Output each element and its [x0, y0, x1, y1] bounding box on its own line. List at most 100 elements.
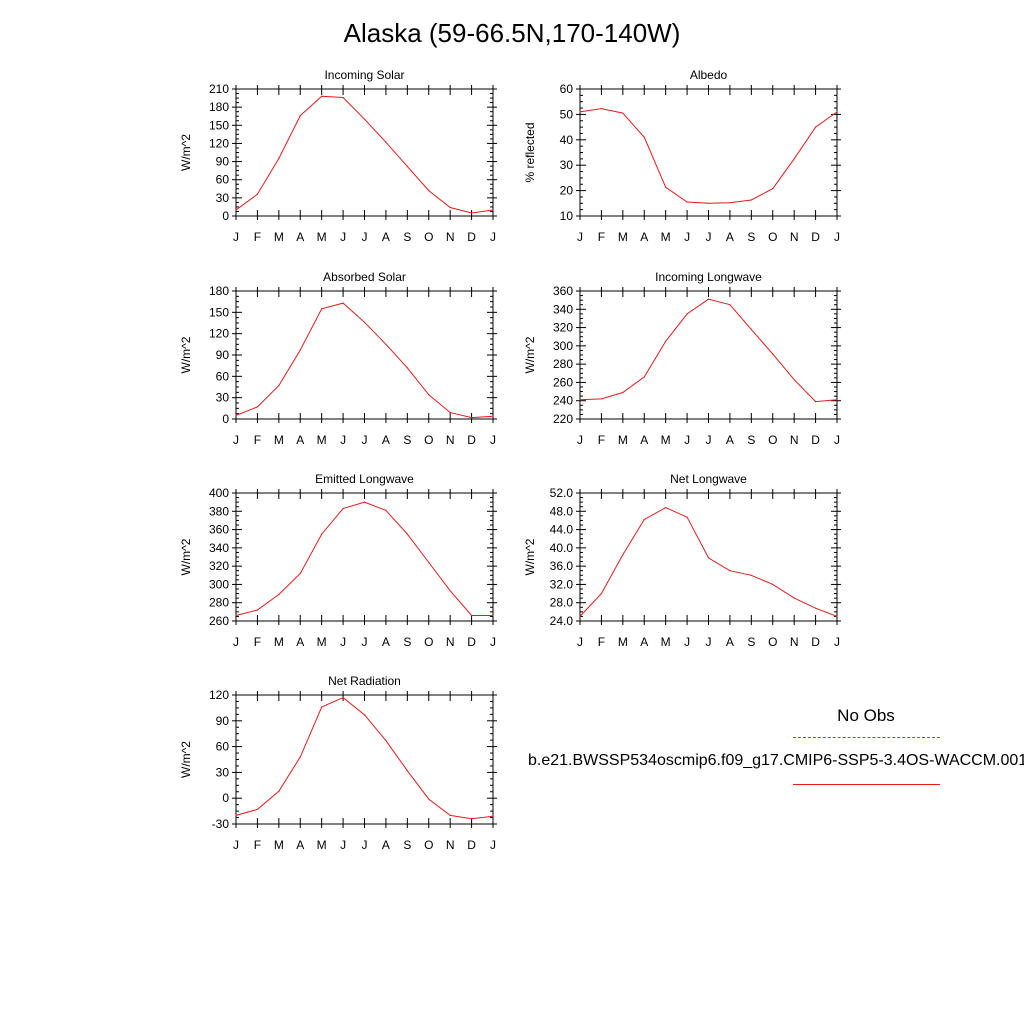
data-point: [793, 597, 795, 599]
x-tick-label: A: [296, 838, 304, 852]
x-tick-label: N: [446, 635, 455, 649]
plot-frame: [235, 88, 494, 217]
x-tick-label: J: [706, 433, 712, 447]
series-line: [235, 95, 494, 214]
x-tick-label: D: [467, 230, 476, 244]
x-tick-label: S: [403, 635, 411, 649]
x-tick-label: O: [424, 433, 433, 447]
x-tick-label: J: [834, 635, 840, 649]
x-tick-label: J: [362, 433, 368, 447]
data-point: [278, 384, 280, 387]
y-tick-label: 360: [553, 284, 573, 298]
data-point: [772, 353, 774, 355]
data-point: [385, 739, 387, 742]
data-point: [278, 790, 280, 792]
chart-title: Net Longwave: [670, 472, 747, 486]
data-point: [729, 304, 731, 306]
data-point: [707, 202, 710, 204]
y-tick-label: 0: [222, 791, 229, 805]
data-point: [406, 533, 408, 535]
y-tick-label: 60: [216, 740, 230, 754]
legend-model-line: [793, 784, 940, 785]
y-tick-label: -30: [212, 817, 230, 831]
y-tick-label: 30: [216, 765, 230, 779]
data-point: [321, 95, 323, 97]
legend-obs-line: [793, 737, 940, 738]
data-point: [814, 607, 817, 609]
y-tick-label: 90: [216, 155, 230, 169]
data-point: [622, 391, 624, 394]
y-tick-label: 48.0: [550, 504, 574, 518]
x-tick-label: O: [768, 230, 777, 244]
x-tick-label: M: [274, 635, 284, 649]
chart-panel-4: Emitted Longwave W/m^2 260 280 300 320 340 360 3…: [179, 472, 497, 649]
x-tick-label: D: [811, 635, 820, 649]
x-tick-label: J: [684, 230, 690, 244]
x-tick-label: D: [811, 433, 820, 447]
data-point: [600, 107, 603, 110]
x-tick-label: M: [274, 230, 284, 244]
data-point: [600, 592, 603, 595]
data-point: [750, 328, 752, 330]
y-axis-label: W/m^2: [179, 134, 193, 171]
x-tick-label: A: [296, 230, 304, 244]
x-tick-label: J: [490, 635, 496, 649]
data-point: [342, 696, 344, 699]
data-point: [428, 190, 430, 192]
data-point: [665, 507, 667, 509]
chart-panel-0: Incoming Solar W/m^2 0 30 60 90 120 150 180 210 J F…: [179, 68, 497, 244]
chart-title: Albedo: [690, 68, 728, 82]
legend-model-label: b.e21.BWSSP534oscmip6.f09_g17.CMIP6-SSP5…: [528, 752, 1024, 769]
x-tick-label: O: [424, 635, 433, 649]
x-tick-label: O: [424, 230, 433, 244]
y-tick-label: 36.0: [550, 559, 574, 573]
y-tick-label: 52.0: [550, 486, 574, 500]
y-tick-label: 0: [222, 412, 229, 426]
data-point: [492, 614, 494, 617]
x-tick-label: A: [640, 230, 648, 244]
data-point: [449, 206, 451, 209]
y-tick-label: 280: [553, 357, 573, 371]
y-tick-label: 260: [209, 614, 229, 628]
x-tick-label: D: [467, 635, 476, 649]
data-point: [492, 209, 494, 211]
x-tick-label: M: [618, 230, 628, 244]
y-tick-label: 180: [209, 100, 229, 114]
data-point: [342, 96, 344, 99]
y-tick-label: 210: [209, 82, 229, 96]
x-tick-label: A: [296, 433, 304, 447]
data-point: [363, 501, 366, 503]
y-axis-label: W/m^2: [179, 336, 193, 373]
data-point: [342, 507, 344, 510]
data-point: [428, 394, 430, 396]
y-tick-label: 90: [216, 714, 230, 728]
chart-panel-5: Net Longwave W/m^2 24.0 28.0 32.0 36.0 40.0 44.…: [523, 472, 841, 649]
x-tick-label: J: [340, 433, 346, 447]
y-axis-label: W/m^2: [179, 538, 193, 575]
x-tick-label: A: [726, 635, 734, 649]
data-point: [406, 165, 408, 168]
x-tick-label: M: [317, 433, 327, 447]
data-point: [342, 302, 344, 304]
chart-panel-3: Incoming Longwave W/m^2 220 240 260 280 300 320…: [523, 270, 841, 447]
y-tick-label: 380: [209, 504, 229, 518]
data-point: [643, 376, 645, 378]
x-tick-label: M: [274, 433, 284, 447]
y-tick-label: 340: [209, 541, 229, 555]
data-point: [600, 398, 603, 400]
x-tick-label: F: [254, 635, 261, 649]
y-tick-label: 60: [560, 82, 574, 96]
data-point: [385, 343, 387, 345]
x-tick-label: M: [661, 433, 671, 447]
chart-title: Net Radiation: [328, 674, 401, 688]
data-point: [707, 298, 710, 300]
chart-title: Absorbed Solar: [323, 270, 406, 284]
x-tick-label: J: [834, 433, 840, 447]
series-line: [235, 501, 493, 616]
data-point: [470, 818, 473, 820]
y-axis-label: W/m^2: [523, 336, 537, 373]
data-point: [385, 141, 387, 143]
data-point: [665, 186, 667, 188]
y-tick-label: 150: [209, 305, 229, 319]
